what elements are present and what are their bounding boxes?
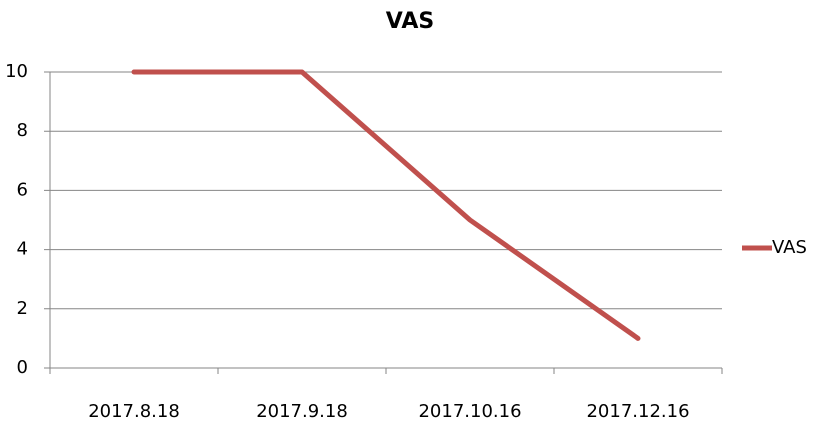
legend-label: VAS — [772, 237, 807, 258]
x-tick-label: 2017.10.16 — [418, 401, 521, 422]
x-tick-label: 2017.9.18 — [256, 401, 348, 422]
y-tick-label: 2 — [17, 298, 28, 319]
y-tick-label: 8 — [17, 120, 28, 141]
chart-title: VAS — [386, 9, 434, 34]
y-tick-label: 10 — [5, 61, 28, 82]
data-line — [131, 69, 641, 341]
x-tick-label: 2017.8.18 — [88, 401, 180, 422]
y-tick-label: 0 — [17, 357, 28, 378]
y-tick-label: 6 — [17, 179, 28, 200]
y-tick-label: 4 — [17, 239, 28, 260]
x-tick-label: 2017.12.16 — [586, 401, 689, 422]
